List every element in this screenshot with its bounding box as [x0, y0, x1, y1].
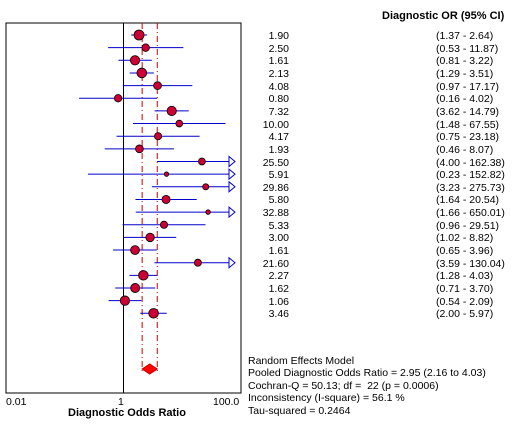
study-or-value: 1.06: [268, 295, 289, 308]
study-or-value: 2.13: [268, 67, 289, 80]
study-or-value: 1.90: [268, 30, 289, 42]
summary-pooled: Pooled Diagnostic Odds Ratio = 2.95 (2.1…: [248, 367, 486, 380]
study-or-value: 32.88: [262, 207, 289, 220]
study-ci-arrow: [228, 180, 236, 193]
study-ci-value: (3.59 - 130.04): [436, 257, 505, 270]
study-point: [153, 81, 162, 90]
study-point: [163, 171, 170, 177]
pooled-diamond: [141, 363, 159, 375]
study-or-value: 3.46: [268, 308, 289, 321]
study-point: [145, 232, 155, 243]
column-title: Diagnostic OR (95% CI): [382, 10, 505, 22]
study-point: [160, 220, 169, 229]
study-point: [193, 258, 202, 267]
study-or-value: 7.32: [268, 105, 289, 118]
study-point: [154, 132, 163, 141]
study-ci-value: (0.23 - 152.82): [436, 169, 505, 182]
x-axis-label: Diagnostic Odds Ratio: [68, 407, 186, 419]
study-ci-value: (0.54 - 2.09): [436, 295, 494, 308]
study-or-value: 29.86: [262, 181, 289, 194]
study-or-value: 2.50: [268, 42, 289, 55]
study-ci-value: (1.28 - 4.03): [436, 270, 494, 283]
study-or-value: 0.80: [268, 93, 289, 106]
summary-block: Random Effects Model Pooled Diagnostic O…: [248, 355, 486, 417]
study-point: [166, 105, 177, 116]
study-ci-value: (1.29 - 3.51): [436, 67, 494, 80]
study-point: [148, 308, 159, 319]
study-or-value: 1.62: [268, 283, 289, 295]
study-ci-value: (0.16 - 4.02): [436, 93, 494, 106]
study-ci-value: (0.97 - 17.17): [436, 80, 500, 93]
summary-tau: Tau-squared = 0.2464: [248, 404, 351, 417]
study-or-value: 1.93: [268, 143, 289, 156]
study-or-value: 5.80: [268, 194, 289, 207]
study-point: [136, 67, 148, 79]
summary-model: Random Effects Model: [248, 355, 355, 367]
study-ci-value: (4.00 - 162.38): [436, 156, 505, 169]
study-ci-value: (0.53 - 11.87): [436, 42, 499, 55]
study-point: [175, 119, 184, 128]
study-point: [161, 194, 171, 204]
study-ci-value: (2.00 - 5.97): [436, 308, 494, 321]
study-or-value: 3.00: [268, 232, 289, 245]
study-point: [113, 94, 123, 103]
x-tick-label: 1: [118, 396, 124, 408]
study-or-value: 4.17: [268, 131, 289, 144]
study-ci-arrow: [228, 256, 236, 269]
study-point: [133, 29, 145, 41]
x-tick-label: 100.0: [213, 396, 240, 408]
study-ci-value: (1.37 - 2.64): [436, 30, 494, 42]
study-ci-value: (0.81 - 3.22): [436, 55, 494, 68]
study-or-value: 25.50: [262, 156, 289, 169]
study-or-value: 5.33: [268, 219, 289, 232]
study-or-value: 10.00: [262, 118, 289, 131]
study-point: [138, 270, 149, 281]
study-point: [129, 55, 141, 66]
study-ci-value: (3.62 - 14.79): [436, 105, 500, 118]
study-point: [205, 209, 211, 215]
study-ci-arrow: [228, 168, 236, 181]
summary-inconsistency: Inconsistency (I-square) = 56.1 %: [248, 392, 405, 405]
study-or-value: 2.27: [268, 270, 289, 283]
study-ci-value: (0.71 - 3.70): [436, 283, 494, 295]
study-ci-arrow: [228, 155, 236, 168]
study-point: [130, 283, 141, 293]
study-or-value: 21.60: [262, 257, 289, 270]
study-or-value: 1.61: [268, 245, 289, 258]
study-point: [141, 43, 150, 52]
study-ci-arrow: [228, 206, 236, 219]
study-ci-value: (1.66 - 650.01): [436, 207, 505, 220]
study-ci-value: (0.65 - 3.96): [436, 245, 494, 258]
study-ci-value: (3.23 - 275.73): [436, 181, 505, 194]
study-or-value: 5.91: [268, 169, 289, 182]
study-ci-value: (0.96 - 29.51): [436, 219, 500, 232]
study-point: [198, 157, 206, 166]
study-ci-value: (1.48 - 67.55): [436, 118, 500, 131]
study-point: [135, 144, 144, 154]
study-ci-value: (1.64 - 20.54): [436, 194, 500, 207]
x-tick-label: 0.01: [6, 396, 27, 408]
study-point: [202, 183, 210, 191]
study-point: [130, 245, 140, 255]
summary-cochran: Cochran-Q = 50.13; df = 22 (p = 0.0006): [248, 379, 439, 392]
study-ci-value: (0.75 - 23.18): [436, 131, 500, 144]
study-ci-value: (1.02 - 8.82): [436, 232, 494, 245]
study-or-value: 1.61: [268, 55, 289, 68]
study-point: [119, 295, 131, 306]
study-or-value: 4.08: [268, 80, 289, 93]
study-ci-value: (0.46 - 8.07): [436, 143, 494, 156]
